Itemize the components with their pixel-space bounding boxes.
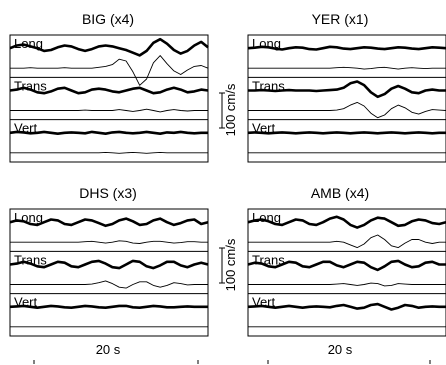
channel-label-trans: Trans [14, 78, 47, 93]
observed-trace-amb-vert [247, 302, 446, 311]
observed-trace-dhs-long [9, 217, 209, 228]
synthetic-trace-big-long [10, 55, 209, 86]
panel-title-big: BIG (x4) [82, 11, 134, 27]
panel-title-yer: YER (x1) [312, 11, 369, 27]
synthetic-trace-yer-long [248, 66, 446, 70]
observed-trace-dhs-vert [9, 304, 208, 309]
observed-trace-amb-long [247, 215, 446, 229]
panel-frame-dhs [9, 208, 209, 337]
synthetic-trace-yer-trans [248, 101, 446, 119]
synthetic-trace-amb-trans [248, 282, 446, 287]
panel-frame-big [9, 34, 209, 163]
amplitude-scale-label-top: 100 cm/s [223, 83, 238, 136]
observed-trace-big-vert [9, 130, 208, 135]
synthetic-trace-big-trans [10, 108, 208, 113]
observed-trace-yer-long [247, 45, 446, 51]
observed-trace-amb-trans [247, 259, 446, 272]
observed-trace-big-trans [9, 86, 209, 95]
panel-title-amb: AMB (x4) [311, 185, 369, 201]
channel-label-long: Long [252, 210, 281, 225]
synthetic-trace-dhs-trans [10, 280, 208, 289]
synthetic-trace-dhs-long [10, 240, 208, 244]
observed-trace-yer-vert [247, 131, 446, 135]
observed-trace-big-long [9, 37, 209, 57]
synthetic-trace-big-vert [10, 151, 208, 154]
time-scale-label-right: 20 s [328, 342, 353, 357]
panel-frame-amb [247, 208, 446, 337]
panels-group: LongTransVertLongTransVertLongTransVertL… [9, 34, 446, 337]
time-scale-label-left: 20 s [96, 342, 121, 357]
synthetic-trace-amb-long [248, 234, 446, 249]
amplitude-scale-label-bottom: 100 cm/s [223, 238, 238, 291]
panel-frame-yer [247, 34, 446, 163]
panel-title-dhs: DHS (x3) [79, 185, 137, 201]
observed-trace-yer-trans [248, 80, 446, 99]
channel-label-trans: Trans [14, 252, 47, 267]
observed-trace-dhs-trans [9, 259, 209, 270]
